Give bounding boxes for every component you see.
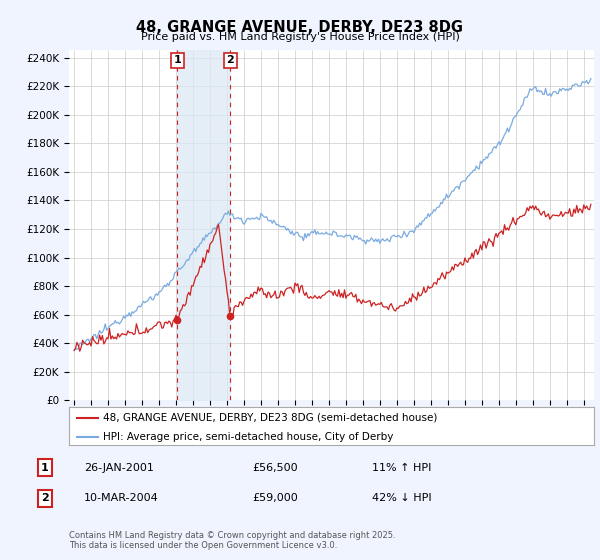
Text: 2: 2 bbox=[226, 55, 234, 66]
Text: £56,500: £56,500 bbox=[252, 463, 298, 473]
Text: 1: 1 bbox=[41, 463, 49, 473]
Text: 11% ↑ HPI: 11% ↑ HPI bbox=[372, 463, 431, 473]
Text: 48, GRANGE AVENUE, DERBY, DE23 8DG (semi-detached house): 48, GRANGE AVENUE, DERBY, DE23 8DG (semi… bbox=[103, 413, 437, 423]
Text: 48, GRANGE AVENUE, DERBY, DE23 8DG: 48, GRANGE AVENUE, DERBY, DE23 8DG bbox=[137, 20, 464, 35]
Text: HPI: Average price, semi-detached house, City of Derby: HPI: Average price, semi-detached house,… bbox=[103, 432, 394, 442]
Text: 26-JAN-2001: 26-JAN-2001 bbox=[84, 463, 154, 473]
Text: Contains HM Land Registry data © Crown copyright and database right 2025.
This d: Contains HM Land Registry data © Crown c… bbox=[69, 530, 395, 550]
Text: 42% ↓ HPI: 42% ↓ HPI bbox=[372, 493, 431, 503]
Text: 2: 2 bbox=[41, 493, 49, 503]
Text: £59,000: £59,000 bbox=[252, 493, 298, 503]
Text: 1: 1 bbox=[173, 55, 181, 66]
Text: 10-MAR-2004: 10-MAR-2004 bbox=[84, 493, 159, 503]
Text: Price paid vs. HM Land Registry's House Price Index (HPI): Price paid vs. HM Land Registry's House … bbox=[140, 32, 460, 42]
